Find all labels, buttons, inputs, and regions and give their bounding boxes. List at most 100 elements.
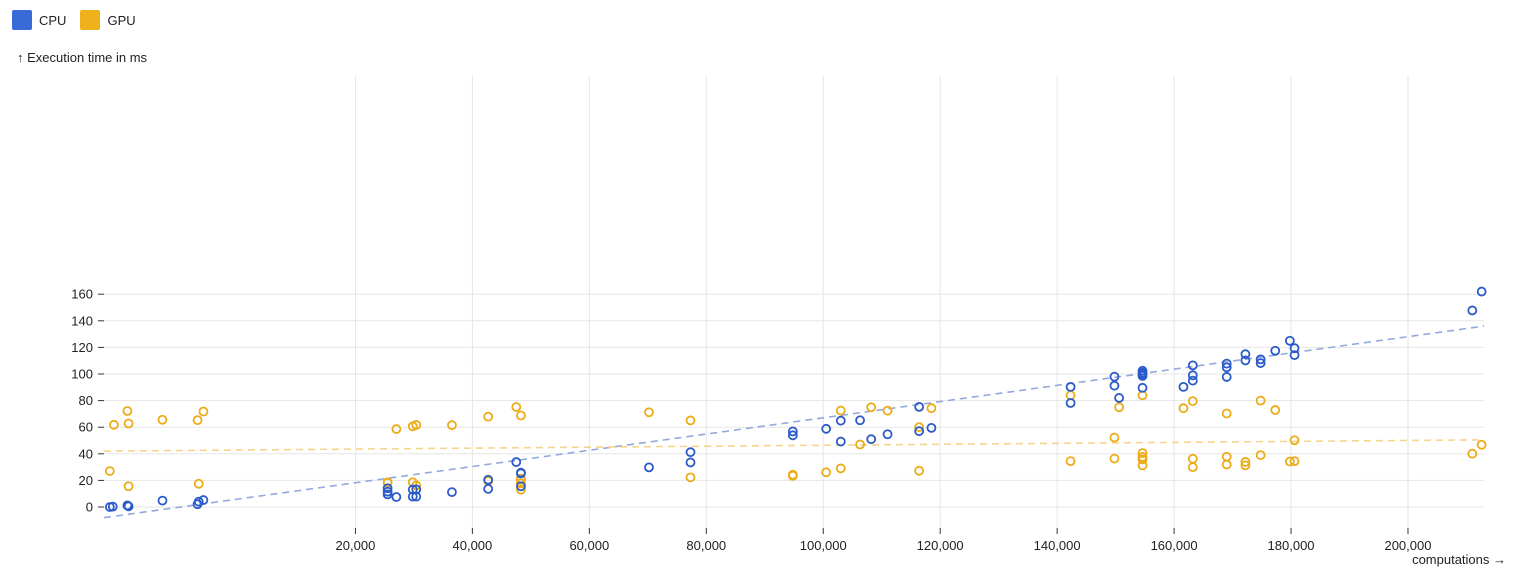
point-gpu[interactable]: [1221, 459, 1232, 470]
point-gpu[interactable]: [1240, 457, 1251, 467]
point-gpu[interactable]: [1065, 456, 1076, 467]
point-cpu[interactable]: [1187, 375, 1198, 386]
point-cpu[interactable]: [1289, 350, 1300, 361]
point-gpu[interactable]: [1240, 460, 1251, 471]
point-gpu[interactable]: [1187, 453, 1198, 464]
point-cpu[interactable]: [1255, 354, 1266, 365]
point-gpu[interactable]: [1255, 450, 1266, 461]
point-gpu[interactable]: [511, 402, 522, 412]
point-cpu[interactable]: [483, 474, 494, 485]
point-cpu[interactable]: [866, 434, 877, 445]
point-gpu[interactable]: [835, 463, 846, 474]
point-gpu[interactable]: [516, 410, 526, 421]
point-gpu[interactable]: [1178, 403, 1189, 414]
point-cpu[interactable]: [1289, 343, 1300, 354]
point-cpu[interactable]: [1284, 335, 1295, 346]
point-cpu[interactable]: [1221, 372, 1232, 382]
point-cpu[interactable]: [511, 457, 522, 467]
point-gpu[interactable]: [1137, 448, 1148, 459]
point-gpu[interactable]: [516, 484, 526, 495]
point-gpu[interactable]: [926, 403, 937, 414]
point-gpu[interactable]: [1467, 448, 1478, 459]
point-cpu[interactable]: [1187, 360, 1198, 371]
point-cpu[interactable]: [382, 483, 393, 494]
point-cpu[interactable]: [382, 489, 393, 500]
point-cpu[interactable]: [835, 415, 846, 426]
point-gpu[interactable]: [1065, 390, 1076, 401]
point-cpu[interactable]: [926, 422, 937, 433]
point-gpu[interactable]: [1137, 454, 1148, 465]
point-gpu[interactable]: [866, 402, 877, 413]
point-gpu[interactable]: [122, 406, 133, 416]
point-gpu[interactable]: [193, 478, 204, 489]
point-cpu[interactable]: [411, 484, 422, 495]
point-cpu[interactable]: [914, 401, 925, 412]
point-cpu[interactable]: [1270, 345, 1281, 356]
point-cpu[interactable]: [1221, 362, 1232, 373]
point-cpu[interactable]: [198, 495, 209, 505]
point-cpu[interactable]: [483, 484, 494, 494]
point-cpu[interactable]: [516, 468, 526, 479]
point-gpu[interactable]: [516, 474, 526, 485]
point-cpu[interactable]: [1065, 382, 1076, 392]
point-gpu[interactable]: [685, 472, 696, 483]
point-gpu[interactable]: [157, 414, 168, 425]
point-cpu[interactable]: [882, 429, 893, 440]
point-gpu[interactable]: [644, 407, 654, 418]
point-cpu[interactable]: [1137, 370, 1148, 381]
point-gpu[interactable]: [411, 420, 422, 430]
point-cpu[interactable]: [821, 423, 832, 434]
point-cpu[interactable]: [1255, 358, 1266, 368]
point-cpu[interactable]: [685, 457, 696, 468]
point-gpu[interactable]: [391, 424, 402, 434]
point-cpu[interactable]: [1221, 358, 1232, 369]
point-gpu[interactable]: [685, 415, 696, 426]
point-gpu[interactable]: [123, 418, 134, 429]
point-cpu[interactable]: [787, 426, 798, 437]
point-gpu[interactable]: [192, 415, 203, 426]
point-gpu[interactable]: [821, 467, 832, 478]
point-gpu[interactable]: [882, 405, 893, 416]
point-cpu[interactable]: [193, 496, 204, 507]
point-gpu[interactable]: [1284, 456, 1295, 467]
point-gpu[interactable]: [855, 439, 865, 450]
point-cpu[interactable]: [685, 447, 696, 458]
point-gpu[interactable]: [483, 411, 494, 422]
point-cpu[interactable]: [1114, 393, 1125, 403]
point-gpu[interactable]: [198, 406, 209, 417]
point-gpu[interactable]: [914, 422, 925, 433]
point-gpu[interactable]: [1187, 462, 1198, 473]
point-gpu[interactable]: [104, 466, 115, 476]
point-cpu[interactable]: [1240, 355, 1251, 366]
point-gpu[interactable]: [1114, 402, 1125, 413]
point-gpu[interactable]: [516, 478, 526, 489]
point-cpu[interactable]: [1109, 371, 1120, 382]
point-cpu[interactable]: [914, 426, 925, 437]
point-cpu[interactable]: [123, 501, 134, 512]
point-cpu[interactable]: [107, 501, 118, 512]
point-gpu[interactable]: [1270, 405, 1281, 415]
point-gpu[interactable]: [835, 405, 846, 416]
point-cpu[interactable]: [1109, 380, 1120, 391]
point-cpu[interactable]: [1467, 305, 1478, 316]
point-cpu[interactable]: [1476, 286, 1487, 297]
point-cpu[interactable]: [855, 415, 865, 426]
point-gpu[interactable]: [109, 419, 119, 430]
point-gpu[interactable]: [1187, 396, 1198, 407]
point-cpu[interactable]: [516, 481, 526, 492]
point-gpu[interactable]: [382, 477, 393, 488]
point-gpu[interactable]: [1289, 456, 1300, 467]
legend-item-gpu[interactable]: GPU: [80, 10, 136, 30]
point-gpu[interactable]: [1476, 439, 1487, 450]
point-cpu[interactable]: [644, 462, 654, 473]
point-cpu[interactable]: [1065, 398, 1076, 408]
point-gpu[interactable]: [787, 470, 798, 481]
point-cpu[interactable]: [1240, 349, 1251, 360]
point-cpu[interactable]: [447, 487, 457, 498]
point-gpu[interactable]: [1109, 453, 1120, 464]
point-cpu[interactable]: [1187, 370, 1198, 381]
point-gpu[interactable]: [1255, 395, 1266, 406]
point-cpu[interactable]: [391, 492, 402, 502]
legend-item-cpu[interactable]: CPU: [12, 10, 66, 30]
point-gpu[interactable]: [1221, 408, 1232, 419]
